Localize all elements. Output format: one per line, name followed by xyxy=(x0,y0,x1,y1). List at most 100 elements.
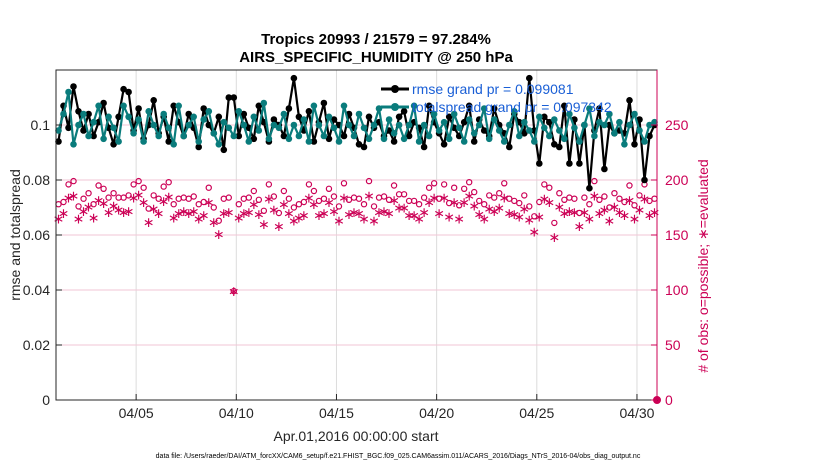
spread-point xyxy=(220,118,228,126)
obs-possible-marker xyxy=(556,189,563,197)
spread-point xyxy=(606,110,613,118)
obs-evaluated-marker: ∗ xyxy=(183,205,195,221)
spread-point xyxy=(636,127,643,134)
obs-possible-marker xyxy=(270,193,278,200)
obs-evaluated-marker: ∗ xyxy=(213,226,225,242)
spread-point xyxy=(370,121,378,129)
spread-point xyxy=(345,121,353,129)
obs-possible-marker xyxy=(571,195,578,202)
obs-possible-marker xyxy=(215,217,222,224)
spread-point xyxy=(180,132,187,140)
obs-possible-marker xyxy=(235,200,243,208)
obs-possible-marker xyxy=(631,202,638,209)
obs-evaluated-marker: ∗ xyxy=(513,208,525,224)
spread-point xyxy=(305,138,313,145)
spread-point xyxy=(270,121,278,129)
obs-possible-marker xyxy=(516,199,523,207)
obs-evaluated-marker: ∗ xyxy=(463,187,475,203)
obs-evaluated-marker: ∗ xyxy=(563,203,575,219)
rmse-point xyxy=(536,160,543,167)
spread-point xyxy=(225,124,233,132)
obs-evaluated-marker: ∗ xyxy=(353,205,365,221)
obs-evaluated-marker: ∗ xyxy=(83,198,95,214)
obs-evaluated-marker: ∗ xyxy=(523,212,535,228)
obs-possible-marker xyxy=(310,187,318,195)
obs-evaluated-marker: ∗ xyxy=(568,204,580,220)
obs-evaluated-marker: ∗ xyxy=(88,209,100,225)
obs-possible-marker xyxy=(486,192,493,199)
spread-point xyxy=(470,130,478,137)
y-tick-label-left: 0.06 xyxy=(23,227,50,243)
spread-point xyxy=(310,102,318,110)
rmse-point xyxy=(420,143,428,151)
obs-evaluated-marker: ∗ xyxy=(283,205,295,221)
obs-evaluated-marker: ∗ xyxy=(178,203,190,219)
obs-evaluated-marker: ∗ xyxy=(609,198,621,214)
spread-point xyxy=(105,113,112,121)
rmse-point xyxy=(255,102,263,110)
x-axis-label: Apr.01,2016 00:00:00 start xyxy=(273,428,438,444)
obs-possible-marker xyxy=(245,194,253,201)
spread-point xyxy=(55,127,62,134)
rmse-point xyxy=(170,102,177,110)
x-tick-label: 04/20 xyxy=(419,405,454,421)
spread-point xyxy=(641,138,648,145)
obs-possible-marker xyxy=(125,192,132,199)
rmse-point xyxy=(480,127,488,134)
obs-possible-marker xyxy=(506,195,513,202)
obs-possible-marker xyxy=(340,180,348,187)
spread-point xyxy=(60,110,67,118)
obs-evaluated-marker: ∗ xyxy=(589,187,601,203)
spread-point xyxy=(430,110,438,118)
obs-evaluated-marker: ∗ xyxy=(619,207,631,223)
spread-point xyxy=(235,108,243,115)
legend: rmse grand pr = 0.099081 totalspread gra… xyxy=(381,81,612,115)
spread-point xyxy=(631,110,638,118)
obs-evaluated-marker: ∗ xyxy=(639,191,651,207)
obs-evaluated-marker: ∗ xyxy=(553,198,565,214)
rmse-point xyxy=(556,143,563,151)
spread-point xyxy=(115,138,122,145)
obs-evaluated-marker: ∗ xyxy=(313,207,325,223)
spread-point xyxy=(135,116,142,123)
y-tick-label-right: 50 xyxy=(665,337,681,353)
obs-evaluated-marker: ∗ xyxy=(123,203,135,219)
obs-evaluated-marker: ∗ xyxy=(423,194,435,210)
obs-evaluated-marker: ∗ xyxy=(278,196,290,212)
obs-evaluated-marker: ∗ xyxy=(233,209,245,225)
obs-evaluated-marker: ∗ xyxy=(268,202,280,218)
obs-possible-marker xyxy=(325,185,333,192)
spread-point xyxy=(541,124,548,132)
obs-evaluated-marker: ∗ xyxy=(293,209,305,225)
obs-possible-marker xyxy=(430,180,438,187)
rmse-point xyxy=(490,105,498,112)
obs-possible-marker xyxy=(425,184,433,191)
rmse-point xyxy=(125,88,132,96)
obs-possible-marker xyxy=(410,197,418,205)
rmse-point xyxy=(310,138,318,145)
obs-possible-marker xyxy=(445,199,453,207)
spread-point xyxy=(586,105,593,112)
obs-evaluated-marker: ∗ xyxy=(403,207,415,223)
spread-point xyxy=(280,110,288,118)
rmse-point xyxy=(546,118,553,126)
rmse-point xyxy=(220,146,228,154)
spread-point xyxy=(400,135,408,143)
obs-possible-marker xyxy=(60,198,67,206)
rmse-point xyxy=(250,135,258,143)
rmse-point xyxy=(566,160,573,167)
spread-point xyxy=(250,113,258,121)
rmse-point xyxy=(195,143,202,151)
spread-point xyxy=(80,110,87,118)
rmse-point xyxy=(425,102,433,110)
obs-evaluated-marker: ∗ xyxy=(378,203,390,219)
obs-evaluated-marker: ∗ xyxy=(228,283,240,299)
obs-evaluated-marker: ∗ xyxy=(173,205,185,221)
rmse-point xyxy=(285,105,293,112)
obs-evaluated-marker: ∗ xyxy=(128,190,140,206)
rmse-point xyxy=(80,127,87,134)
rmse-point xyxy=(506,143,513,151)
rmse-point xyxy=(55,138,62,145)
obs-possible-marker xyxy=(591,177,598,185)
